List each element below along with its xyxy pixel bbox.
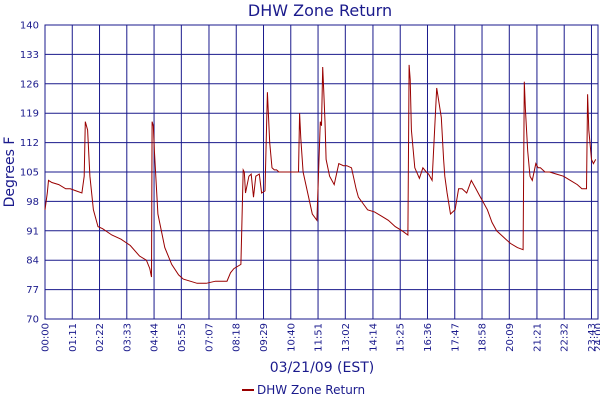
x-tick-label: 14:14 <box>368 323 379 352</box>
x-tick-label: 05:55 <box>177 323 188 352</box>
x-axis-label: 03/21/09 (EST) <box>270 360 375 376</box>
x-tick-label: 17:47 <box>450 323 461 352</box>
grid <box>44 24 599 320</box>
x-tick-label: 08:18 <box>232 323 243 352</box>
y-tick-label: 133 <box>20 50 39 61</box>
x-tick-label: 09:29 <box>259 323 270 352</box>
legend: DHW Zone Return <box>242 383 365 397</box>
x-axis-ticks: 00:00 01:11 02:22 03:33 04:44 05:55 07:07 08:18… <box>41 323 600 352</box>
x-tick-label: 16:36 <box>423 323 434 352</box>
x-tick-label: 04:44 <box>150 323 161 352</box>
y-axis-ticks: 70 77 84 91 98 105 112 119 126 133 140 <box>20 21 39 326</box>
x-tick-label: 10:40 <box>286 323 297 352</box>
y-tick-label: 70 <box>26 315 39 326</box>
legend-label: DHW Zone Return <box>257 383 365 397</box>
chart-title: DHW Zone Return <box>248 1 392 20</box>
y-axis-label: Degrees F <box>2 137 18 208</box>
x-tick-label: 23:43 <box>587 323 598 352</box>
x-tick-label: 24:00 <box>594 323 600 352</box>
series-line <box>44 64 597 284</box>
x-tick-label: 07:07 <box>204 323 215 352</box>
y-tick-label: 105 <box>20 168 39 179</box>
x-tick-label: 22:32 <box>560 323 571 352</box>
plot-area-frame <box>44 24 599 320</box>
y-tick-label: 98 <box>26 197 39 208</box>
y-tick-label: 77 <box>26 285 39 296</box>
y-tick-label: 140 <box>20 21 39 32</box>
y-tick-label: 84 <box>26 256 39 267</box>
y-tick-label: 91 <box>26 226 39 237</box>
x-tick-label: 21:21 <box>532 323 543 352</box>
y-tick-label: 126 <box>20 79 39 90</box>
x-tick-label: 03:33 <box>122 323 133 352</box>
x-tick-label: 18:58 <box>478 323 489 352</box>
x-tick-label: 00:00 <box>41 323 52 352</box>
x-tick-label: 13:02 <box>341 323 352 352</box>
y-tick-label: 112 <box>20 138 39 149</box>
x-tick-label: 11:51 <box>314 323 325 352</box>
x-tick-label: 20:09 <box>505 323 516 352</box>
y-tick-label: 119 <box>20 109 39 120</box>
x-tick-label: 15:25 <box>396 323 407 352</box>
x-tick-label: 02:22 <box>95 323 106 352</box>
x-tick-label: 01:11 <box>68 323 79 352</box>
